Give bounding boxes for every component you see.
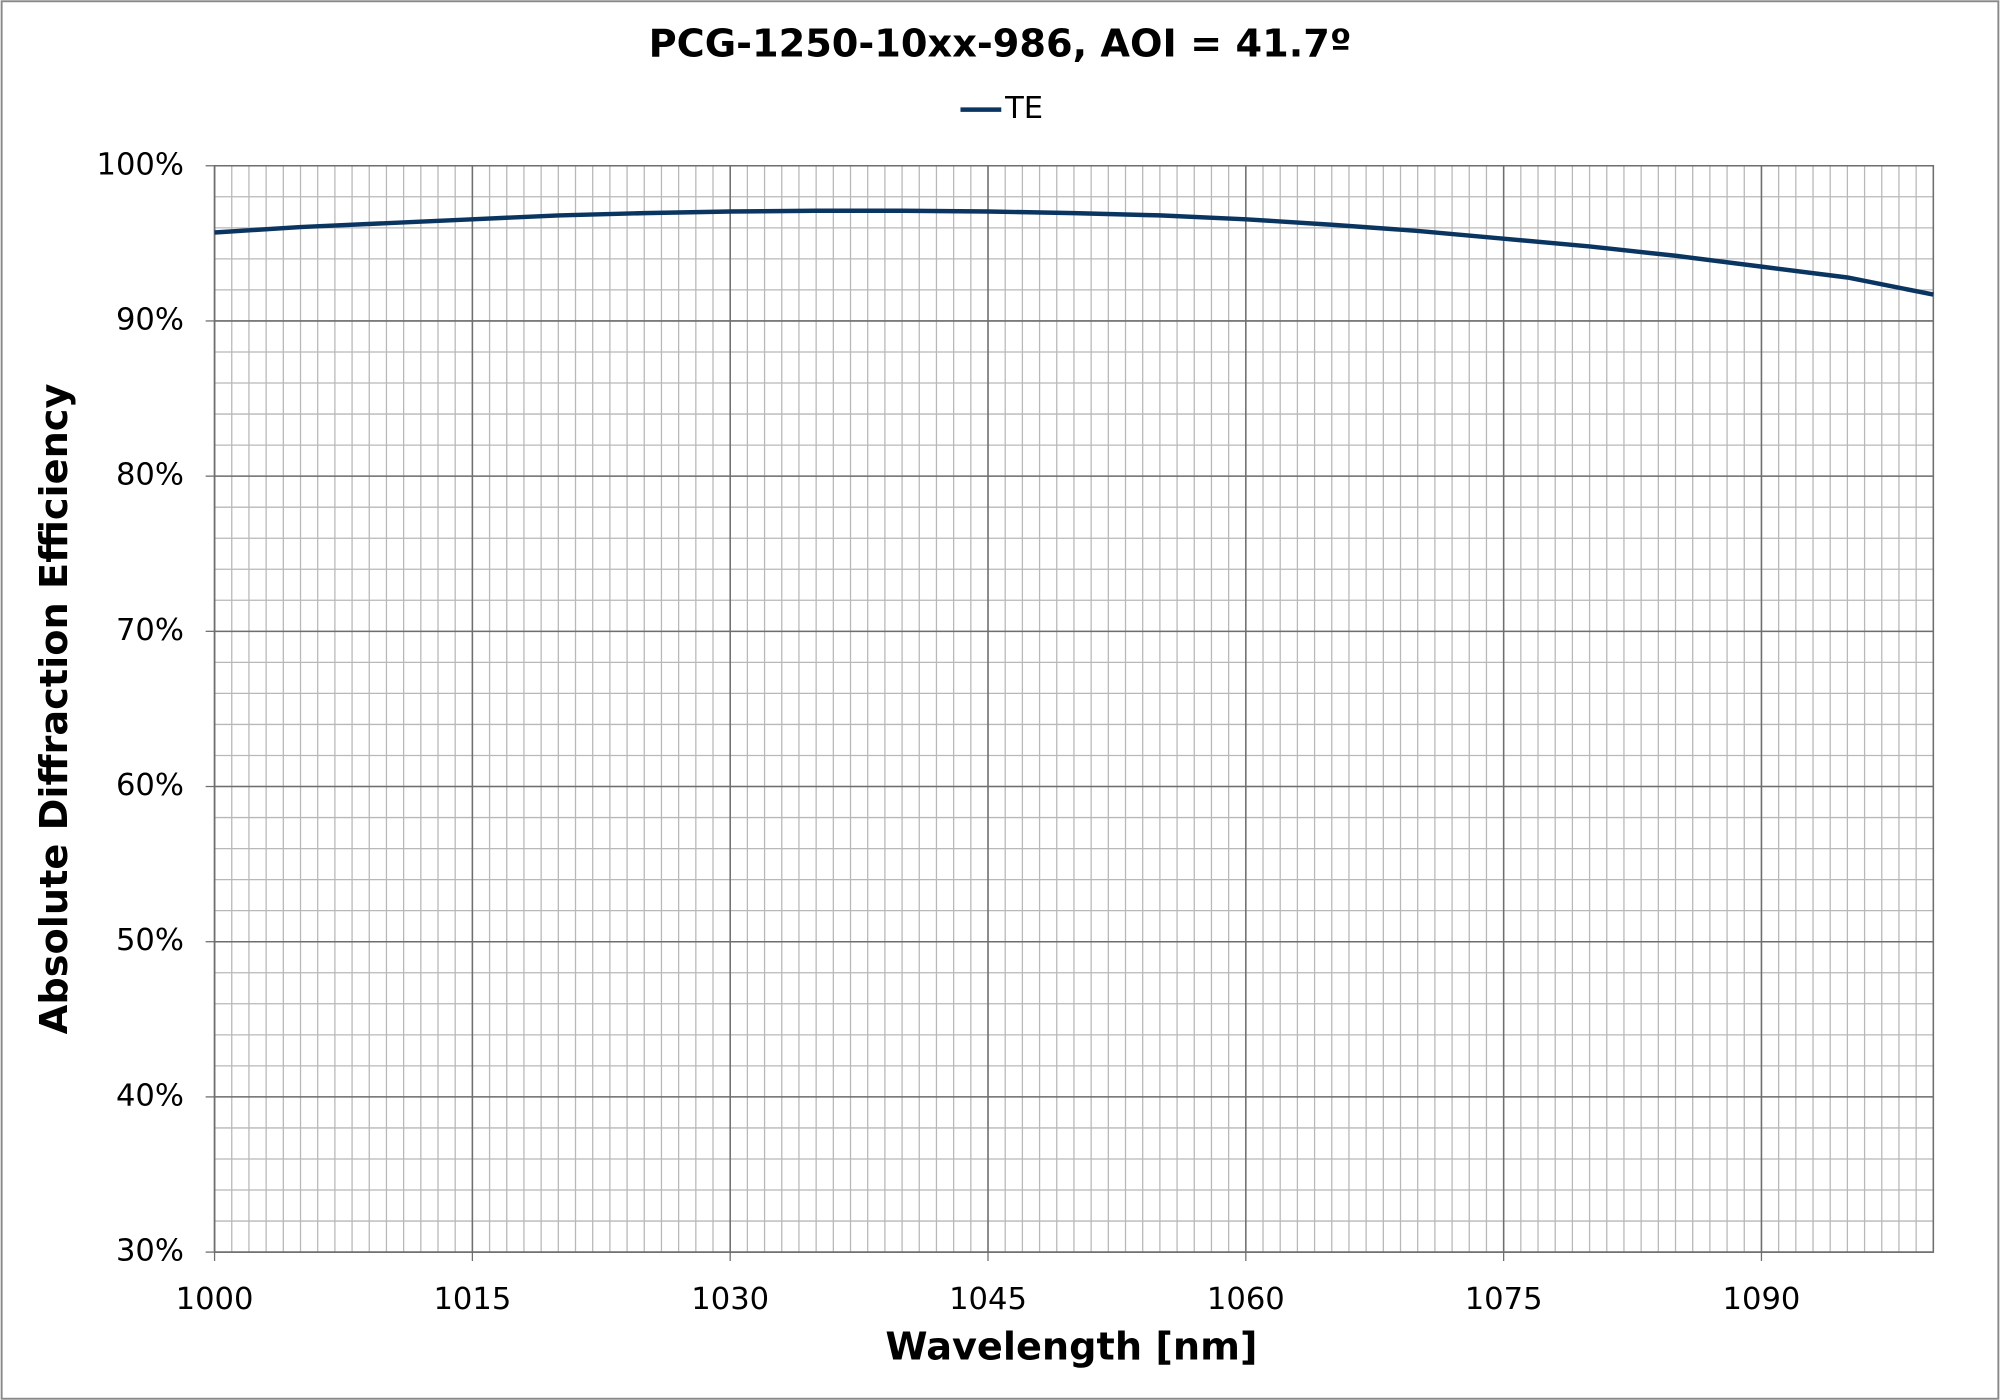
- plot-frame: [213, 164, 1935, 1253]
- x-tick-label: 1075: [1465, 1282, 1543, 1317]
- x-axis-label: Wavelength [nm]: [885, 1324, 1257, 1369]
- y-tick-label: 80%: [116, 458, 184, 493]
- x-tick-label: 1045: [949, 1282, 1027, 1317]
- y-tick-label: 40%: [116, 1078, 184, 1113]
- data-line: [214, 208, 1934, 297]
- x-tick-label: 1030: [691, 1282, 769, 1317]
- y-tick-label: 50%: [116, 923, 184, 958]
- grid: [205, 164, 1935, 1262]
- legend-label: TE: [1004, 91, 1043, 126]
- y-tick-label: 90%: [116, 302, 184, 337]
- x-tick-label: 1090: [1723, 1282, 1801, 1317]
- y-axis-label: Absolute Diffraction Efficiency: [32, 384, 77, 1035]
- y-tick-label: 100%: [97, 147, 184, 182]
- x-tick-label: 1060: [1207, 1282, 1285, 1317]
- x-tick-label: 1015: [433, 1282, 511, 1317]
- chart-title: PCG-1250-10xx-986, AOI = 41.7º: [649, 21, 1352, 66]
- y-tick-label: 30%: [116, 1234, 184, 1269]
- y-tick-label: 60%: [116, 768, 184, 803]
- x-tick-label: 1000: [176, 1282, 254, 1317]
- y-tick-label: 70%: [116, 613, 184, 648]
- plot: [214, 208, 1934, 297]
